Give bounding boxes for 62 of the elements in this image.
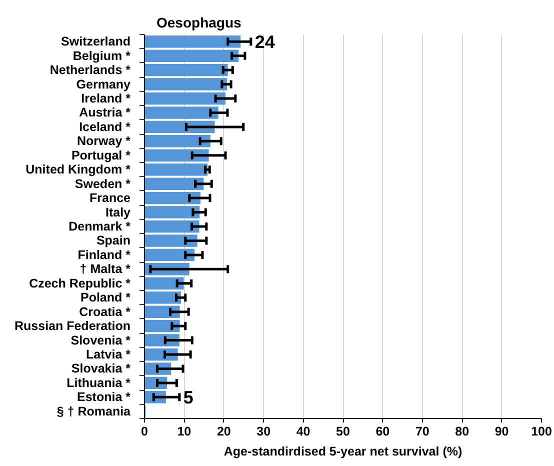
y-tick-label: § † Romania — [56, 404, 132, 418]
y-tick-label: Sweden * — [74, 176, 131, 191]
bar — [144, 178, 204, 190]
x-tick-label: 60 — [376, 424, 390, 438]
y-tick-label: Finland * — [78, 248, 131, 262]
bar — [144, 120, 215, 134]
y-tick-label: Switzerland — [61, 34, 131, 49]
bar — [144, 248, 195, 262]
y-tick-label: Austria * — [79, 106, 131, 120]
y-tick-label: Slovenia * — [70, 333, 131, 348]
bar — [144, 106, 218, 119]
x-tick-label: 50 — [336, 424, 350, 438]
y-tick-label: Portugal * — [71, 148, 131, 162]
x-tick-label: 100 — [531, 424, 552, 438]
y-tick-label: Denmark * — [68, 220, 131, 234]
bar — [144, 64, 228, 76]
bar — [144, 78, 228, 90]
y-tick-label: Estonia * — [77, 390, 131, 404]
y-tick-label: Croatia * — [79, 304, 131, 319]
data-label: 5 — [183, 388, 194, 408]
y-tick-label: Norway * — [77, 134, 131, 148]
y-tick-label: Slovakia * — [71, 362, 131, 376]
bar — [144, 149, 209, 162]
bar — [144, 220, 200, 233]
y-tick-label: Germany — [76, 77, 131, 92]
y-tick-label: Lithuania * — [66, 376, 131, 390]
x-tick-label: 70 — [415, 424, 430, 438]
y-tick-label: Spain — [96, 234, 131, 248]
y-tick-label: Russian Federation — [14, 319, 131, 334]
bar — [144, 35, 241, 48]
x-tick-label: 20 — [216, 424, 231, 438]
y-tick-label: † Malta * — [80, 262, 131, 276]
bar — [144, 291, 182, 304]
bar — [144, 135, 210, 148]
y-tick-label: Netherlands * — [50, 63, 131, 78]
x-tick-label: 40 — [296, 424, 310, 438]
y-tick-label: Italy — [105, 205, 131, 220]
bar — [144, 163, 208, 176]
x-axis-title: Age-standirdised 5-year net survival (%) — [224, 444, 462, 458]
chart-title: Oesophagus — [156, 14, 242, 30]
bar — [144, 306, 180, 318]
x-tick-label: 10 — [177, 424, 192, 438]
x-tick-label: 0 — [141, 424, 148, 438]
bar — [144, 234, 198, 247]
x-tick-label: 80 — [455, 424, 470, 438]
bar — [144, 50, 239, 62]
y-tick-label: United Kingdom * — [26, 162, 131, 177]
x-tick-label: 30 — [256, 424, 271, 438]
y-tick-label: Poland * — [80, 290, 131, 305]
bar — [144, 92, 226, 105]
bar — [144, 320, 180, 332]
bar — [144, 192, 200, 204]
bar — [144, 277, 184, 290]
data-label: 24 — [254, 32, 275, 52]
y-tick-label: Latvia * — [86, 348, 131, 362]
y-tick-label: Iceland * — [79, 120, 131, 134]
y-tick-label: Ireland * — [81, 92, 131, 106]
y-tick-label: Belgium * — [72, 48, 131, 63]
y-tick-label: France — [90, 191, 131, 206]
bar — [144, 206, 200, 218]
y-tick-label: Czech Republic * — [29, 276, 131, 290]
x-tick-label: 90 — [494, 424, 509, 438]
